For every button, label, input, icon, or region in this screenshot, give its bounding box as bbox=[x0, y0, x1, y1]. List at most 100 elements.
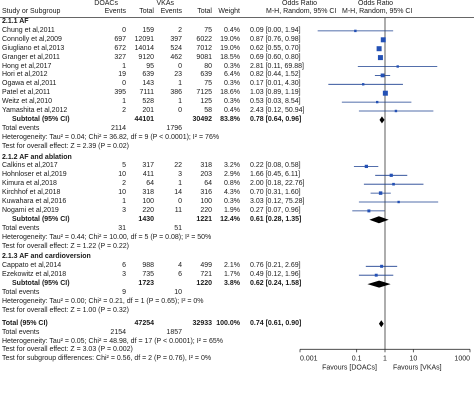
pooled-diamond bbox=[369, 216, 389, 224]
subgroup-differences-text: Test for subgroup differences: Chi² = 0.… bbox=[2, 355, 212, 363]
subtotal-or-ci: 0.78 [0.64, 0.96] bbox=[250, 115, 302, 123]
study-or-ci: 3.03 [0.12, 75.28] bbox=[250, 198, 305, 205]
study-vkas-total: 75 bbox=[204, 80, 212, 88]
total-events-doacs: 2114 bbox=[110, 124, 126, 132]
study-or-ci: 2.43 [0.12, 50.94] bbox=[250, 107, 305, 114]
study-name: Yamashita et al,2012 bbox=[2, 107, 68, 114]
study-vkas-events: 11 bbox=[174, 206, 182, 214]
total-label: Total (95% CI) bbox=[2, 319, 48, 327]
total-events-doacs: 9 bbox=[122, 289, 126, 296]
study-doacs-events: 10 bbox=[118, 171, 126, 179]
study-doacs-total: 318 bbox=[142, 189, 154, 197]
study-weight: 19.0% bbox=[220, 44, 240, 52]
study-weight: 1.7% bbox=[224, 271, 240, 279]
study-doacs-total: 528 bbox=[142, 98, 154, 106]
study-doacs-events: 1 bbox=[122, 198, 126, 205]
header-or-label-plot: Odds Ratio bbox=[358, 0, 394, 7]
study-weight: 0.3% bbox=[224, 198, 240, 205]
study-or-ci: 0.70 [0.31, 1.60] bbox=[250, 189, 301, 197]
x-axis-tick-label: 10 bbox=[409, 355, 417, 362]
total-events-label: Total events bbox=[2, 289, 40, 296]
study-doacs-total: 639 bbox=[142, 71, 154, 79]
subtotal-vkas-total: 30492 bbox=[192, 115, 212, 123]
study-vkas-total: 220 bbox=[200, 206, 212, 214]
study-or-ci: 1.66 [0.45, 6.11] bbox=[250, 171, 301, 179]
study-doacs-events: 6 bbox=[122, 262, 126, 270]
study-vkas-events: 14 bbox=[174, 189, 182, 197]
study-or-ci: 0.27 [0.07, 0.96] bbox=[250, 206, 301, 214]
subtotal-vkas-total: 1220 bbox=[196, 280, 212, 288]
study-vkas-events: 4 bbox=[178, 262, 182, 270]
study-name: Hohnloser et al,2019 bbox=[2, 171, 67, 179]
study-weight: 0.3% bbox=[224, 98, 240, 106]
subtotal-doacs-total: 1723 bbox=[138, 280, 154, 288]
total-events-doacs: 31 bbox=[118, 224, 126, 232]
total-events-vkas: 10 bbox=[174, 289, 182, 296]
study-point bbox=[364, 164, 368, 169]
subtotal-weight: 83.8% bbox=[220, 115, 240, 123]
study-vkas-total: 6022 bbox=[196, 35, 212, 43]
study-name: Calkins et al,2017 bbox=[2, 162, 58, 170]
study-or-ci: 0.69 [0.60, 0.80] bbox=[250, 53, 301, 61]
study-doacs-events: 3 bbox=[122, 271, 126, 279]
study-point bbox=[380, 264, 384, 268]
study-vkas-events: 2 bbox=[178, 26, 182, 34]
study-or-ci: 0.87 [0.76, 0.98] bbox=[250, 35, 301, 43]
study-vkas-total: 7125 bbox=[196, 89, 212, 97]
study-or-ci: 0.62 [0.55, 0.70] bbox=[250, 44, 301, 52]
study-point bbox=[362, 83, 365, 86]
heterogeneity-text: Heterogeneity: Tau² = 0.44; Chi² = 10.00… bbox=[2, 233, 212, 241]
study-doacs-events: 19 bbox=[118, 71, 126, 79]
subgroup-title: 2.1.3 AF and cardioversion bbox=[2, 253, 91, 261]
study-vkas-total: 9081 bbox=[196, 53, 212, 61]
total-events-vkas: 1796 bbox=[166, 124, 182, 132]
study-point bbox=[394, 109, 398, 113]
study-point bbox=[396, 65, 399, 68]
total-doacs-total: 47254 bbox=[134, 319, 154, 327]
study-or-ci: 0.76 [0.21, 2.69] bbox=[250, 262, 301, 270]
study-vkas-events: 386 bbox=[170, 89, 182, 97]
study-name: Ezekowitz et al,2018 bbox=[2, 271, 67, 279]
pooled-diamond bbox=[367, 280, 391, 288]
study-doacs-total: 14014 bbox=[134, 44, 154, 52]
header-vkas-total: Total bbox=[197, 8, 212, 15]
pooled-diamond bbox=[379, 116, 385, 124]
study-point bbox=[374, 273, 378, 277]
header-or-method-plot: M-H, Random, 95% CI bbox=[342, 8, 413, 15]
study-name: Weitz et al,2010 bbox=[2, 98, 53, 106]
subtotal-or-ci: 0.61 [0.28, 1.35] bbox=[250, 215, 302, 223]
study-or-ci: 0.17 [0.01, 4.30] bbox=[250, 80, 301, 88]
study-or-ci: 0.53 [0.03, 8.54] bbox=[250, 98, 301, 106]
study-vkas-total: 7012 bbox=[196, 44, 212, 52]
subtotal-label: Subtotal (95% CI) bbox=[12, 280, 70, 288]
study-doacs-total: 100 bbox=[142, 198, 154, 205]
subtotal-label: Subtotal (95% CI) bbox=[12, 215, 70, 223]
study-doacs-total: 317 bbox=[142, 162, 154, 170]
study-vkas-total: 58 bbox=[204, 107, 212, 114]
study-doacs-total: 143 bbox=[142, 80, 154, 88]
study-name: Kimura et al,2018 bbox=[2, 180, 57, 188]
study-vkas-events: 0 bbox=[178, 198, 182, 205]
study-or-ci: 2.81 [0.11, 69.88] bbox=[250, 62, 304, 70]
study-vkas-total: 203 bbox=[200, 171, 212, 179]
study-vkas-events: 397 bbox=[170, 35, 182, 43]
study-point bbox=[367, 209, 371, 213]
overall-total-events-label: Total events bbox=[2, 328, 40, 336]
study-point bbox=[382, 90, 388, 96]
overall-effect-text: Test for overall effect: Z = 1.00 (P = 0… bbox=[2, 306, 129, 314]
study-doacs-total: 411 bbox=[142, 171, 154, 179]
subtotal-doacs-total: 1430 bbox=[138, 215, 154, 223]
study-weight: 0.4% bbox=[224, 107, 240, 114]
x-axis-tick-label: 0.1 bbox=[352, 355, 362, 362]
header-or-method: M-H, Random, 95% CI bbox=[266, 8, 337, 15]
study-weight: 18.5% bbox=[220, 53, 240, 61]
study-point bbox=[380, 73, 385, 78]
study-doacs-events: 697 bbox=[114, 35, 126, 43]
header-doacs-events: Events bbox=[104, 8, 126, 15]
study-name: Granger et al,2011 bbox=[2, 53, 60, 61]
study-point bbox=[389, 173, 393, 177]
total-weight: 100.0% bbox=[216, 319, 240, 327]
study-doacs-total: 95 bbox=[146, 62, 154, 70]
overall-heterogeneity-text: Heterogeneity: Tau² = 0.05; Chi² = 48.98… bbox=[2, 337, 223, 345]
study-point bbox=[376, 46, 382, 52]
